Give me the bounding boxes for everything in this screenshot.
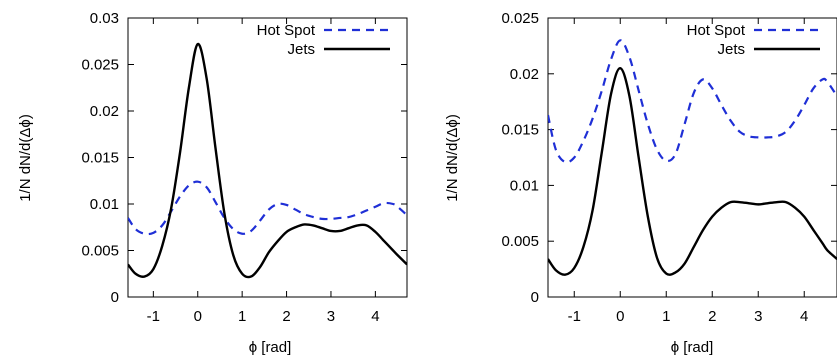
y-tick-label: 0.025 [81, 57, 119, 74]
plot-area: 0 0.005 0.01 0.015 0.02 0.025 -1 0 1 2 3 4 Hot Spot J… [501, 10, 837, 325]
series-line-jets [128, 42, 407, 279]
y-tick-label: 0.005 [81, 243, 119, 260]
legend-label: Hot Spot [687, 22, 746, 39]
legend-label: Jets [287, 41, 315, 58]
x-tick-label: 3 [754, 308, 762, 325]
chart-panel-left: 1/N dN/d(Δϕ) ϕ [rad] 0 0.005 0.01 0.015 0.02… [17, 10, 408, 356]
y-tick-label: 0.015 [81, 150, 119, 167]
series-line-hot-spot [548, 39, 837, 164]
x-tick-label: 0 [616, 308, 624, 325]
y-tick-label: 0.005 [501, 233, 539, 250]
x-tick-label: 2 [282, 308, 290, 325]
plot-area: 0 0.005 0.01 0.015 0.02 0.025 0.03 -1 0 1 2 3 4 Hot S… [81, 10, 408, 325]
x-tick-label: 2 [708, 308, 716, 325]
x-tick-label: 3 [327, 308, 335, 325]
x-tick-label: 1 [662, 308, 670, 325]
y-tick-label: 0.02 [510, 66, 539, 83]
plot-frame [547, 17, 837, 298]
chart-panel-right: 1/N dN/d(Δϕ) ϕ [rad] 0 0.005 0.01 0.015 0.02… [444, 10, 837, 356]
x-tick-label: 1 [238, 308, 246, 325]
legend-label: Hot Spot [257, 22, 316, 39]
y-tick-label: 0 [531, 289, 539, 306]
x-tick-label: 0 [194, 308, 202, 325]
y-tick-label: 0.02 [90, 103, 119, 120]
y-tick-label: 0.01 [510, 177, 539, 194]
y-axis-label: 1/N dN/d(Δϕ) [17, 114, 34, 202]
x-axis-label: ϕ [rad] [249, 339, 292, 356]
y-axis-label: 1/N dN/d(Δϕ) [444, 114, 461, 202]
y-tick-label: 0.01 [90, 196, 119, 213]
y-tick-label: 0.025 [501, 10, 539, 27]
x-axis-label: ϕ [rad] [671, 339, 714, 356]
y-tick-label: 0.015 [501, 122, 539, 139]
legend-label: Jets [717, 41, 745, 58]
y-tick-label: 0 [111, 289, 119, 306]
x-tick-label: 4 [800, 308, 808, 325]
x-tick-label: -1 [568, 308, 581, 325]
x-tick-label: 4 [371, 308, 379, 325]
series-line-jets [548, 67, 837, 276]
x-tick-label: -1 [147, 308, 160, 325]
y-tick-label: 0.03 [90, 10, 119, 27]
series-line-hot-spot [128, 180, 407, 236]
